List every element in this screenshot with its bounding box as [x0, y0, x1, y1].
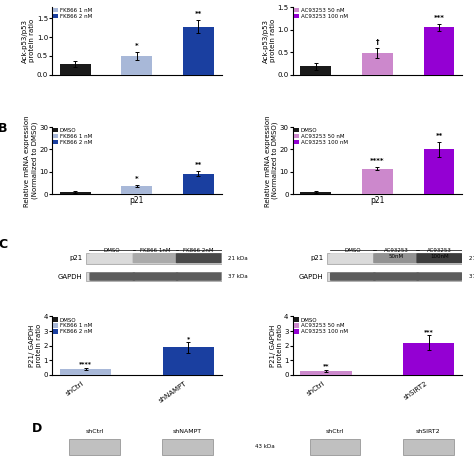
- FancyBboxPatch shape: [327, 253, 465, 264]
- Text: p21: p21: [69, 255, 82, 261]
- Text: GAPDH: GAPDH: [58, 273, 82, 280]
- Bar: [163, 347, 214, 375]
- FancyBboxPatch shape: [176, 253, 221, 263]
- Text: GAPDH: GAPDH: [299, 273, 323, 280]
- Legend: FK866 1 nM, FK866 2 nM: FK866 1 nM, FK866 2 nM: [53, 8, 93, 20]
- FancyBboxPatch shape: [310, 438, 361, 455]
- Text: FK866 2nM: FK866 2nM: [183, 248, 214, 253]
- Text: shNAMPT: shNAMPT: [173, 429, 202, 434]
- Bar: [121, 186, 152, 194]
- Y-axis label: Relative mRNA expression
(Normalized to DMSO): Relative mRNA expression (Normalized to …: [264, 115, 278, 207]
- Bar: [60, 369, 111, 375]
- Text: **: **: [323, 364, 329, 368]
- FancyBboxPatch shape: [176, 273, 221, 281]
- Y-axis label: Ack-p53/p53
protein ratio: Ack-p53/p53 protein ratio: [263, 19, 276, 63]
- FancyBboxPatch shape: [330, 273, 376, 281]
- Text: *: *: [135, 43, 139, 49]
- X-axis label: p21: p21: [370, 196, 384, 205]
- Text: p21: p21: [310, 255, 323, 261]
- Bar: [362, 169, 393, 194]
- Bar: [424, 149, 455, 194]
- FancyBboxPatch shape: [327, 272, 465, 281]
- FancyBboxPatch shape: [86, 272, 225, 281]
- Legend: DMSO, FK866 1 nM, FK866 2 nM: DMSO, FK866 1 nM, FK866 2 nM: [53, 317, 93, 335]
- FancyBboxPatch shape: [373, 273, 419, 281]
- FancyBboxPatch shape: [416, 253, 462, 263]
- Text: **: **: [436, 133, 443, 139]
- Legend: DMSO, AC93253 50 nM, AC93253 100 nM: DMSO, AC93253 50 nM, AC93253 100 nM: [293, 128, 348, 146]
- Text: AC93253
100nM: AC93253 100nM: [427, 248, 452, 259]
- Text: shCtrl: shCtrl: [326, 429, 344, 434]
- FancyBboxPatch shape: [69, 438, 120, 455]
- Text: **: **: [195, 11, 202, 17]
- Legend: DMSO, FK866 1 nM, FK866 2 nM: DMSO, FK866 1 nM, FK866 2 nM: [53, 128, 93, 146]
- X-axis label: p21: p21: [130, 196, 144, 205]
- Text: DMSO: DMSO: [345, 248, 361, 253]
- Bar: [301, 371, 352, 375]
- Text: B: B: [0, 122, 8, 135]
- FancyBboxPatch shape: [90, 273, 135, 281]
- FancyBboxPatch shape: [133, 253, 178, 263]
- FancyBboxPatch shape: [90, 253, 135, 263]
- Text: *: *: [135, 176, 139, 182]
- FancyBboxPatch shape: [133, 273, 178, 281]
- Bar: [403, 343, 455, 375]
- Legend: AC93253 50 nM, AC93253 100 nM: AC93253 50 nM, AC93253 100 nM: [293, 8, 348, 20]
- Text: D: D: [32, 422, 42, 435]
- FancyBboxPatch shape: [86, 253, 225, 264]
- Bar: [424, 27, 455, 74]
- Y-axis label: P21/ GAPDH
protein ratio: P21/ GAPDH protein ratio: [29, 324, 42, 367]
- Bar: [301, 66, 331, 74]
- Text: DMSO: DMSO: [104, 248, 120, 253]
- FancyBboxPatch shape: [330, 253, 376, 263]
- Text: AC93253
50nM: AC93253 50nM: [383, 248, 409, 259]
- Text: ***: ***: [424, 329, 434, 334]
- Text: *: *: [187, 336, 190, 341]
- Text: ***: ***: [434, 15, 445, 21]
- Legend: DMSO, AC93253 50 nM, AC93253 100 nM: DMSO, AC93253 50 nM, AC93253 100 nM: [293, 317, 348, 335]
- Bar: [301, 192, 331, 194]
- Text: 21 kDa: 21 kDa: [228, 255, 248, 261]
- Text: ****: ****: [79, 362, 92, 366]
- Text: 21 kDa: 21 kDa: [469, 255, 474, 261]
- Text: 37 kDa: 37 kDa: [228, 274, 248, 279]
- Text: †: †: [376, 39, 379, 45]
- Text: C: C: [0, 237, 7, 251]
- Bar: [60, 192, 91, 194]
- FancyBboxPatch shape: [162, 438, 213, 455]
- Text: 37 kDa: 37 kDa: [469, 274, 474, 279]
- Bar: [121, 56, 152, 74]
- Y-axis label: Relative mRNA expression
(Normalized to DMSO): Relative mRNA expression (Normalized to …: [24, 115, 37, 207]
- FancyBboxPatch shape: [416, 273, 462, 281]
- FancyBboxPatch shape: [373, 253, 419, 263]
- FancyBboxPatch shape: [403, 438, 454, 455]
- Bar: [183, 27, 214, 74]
- Y-axis label: P21/ GAPDH
protein ratio: P21/ GAPDH protein ratio: [270, 324, 283, 367]
- Text: ****: ****: [370, 158, 385, 164]
- Bar: [362, 53, 393, 74]
- Y-axis label: Ack-p53/p53
protein ratio: Ack-p53/p53 protein ratio: [22, 19, 36, 63]
- Text: FK866 1nM: FK866 1nM: [140, 248, 171, 253]
- Text: shCtrl: shCtrl: [85, 429, 104, 434]
- Text: 43 kDa: 43 kDa: [255, 444, 275, 449]
- Bar: [183, 174, 214, 194]
- Bar: [60, 64, 91, 74]
- Text: **: **: [195, 162, 202, 168]
- Text: shSIRT2: shSIRT2: [416, 429, 440, 434]
